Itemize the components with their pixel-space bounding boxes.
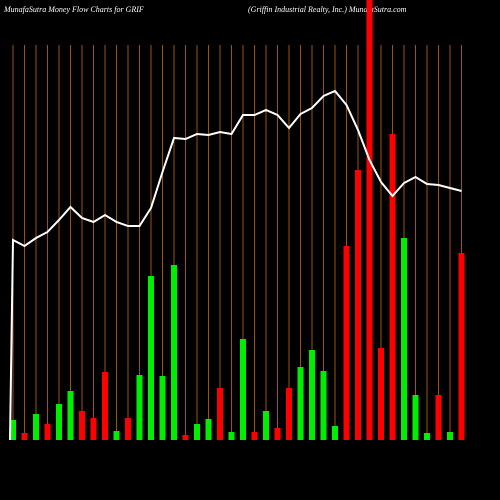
bar [378, 348, 384, 440]
money-flow-line [9, 89, 462, 441]
bar [309, 350, 315, 440]
bar [10, 420, 16, 440]
bar [21, 433, 28, 440]
bar [148, 276, 154, 440]
bar [217, 388, 223, 440]
bar [240, 339, 246, 440]
bar [424, 433, 430, 440]
bar [228, 432, 235, 440]
bar [90, 418, 97, 440]
bar [79, 411, 85, 440]
bar [355, 170, 361, 440]
bar [33, 414, 39, 440]
bar [263, 411, 269, 440]
bar [136, 375, 143, 440]
bar [159, 376, 166, 440]
bar [286, 388, 292, 440]
bar [412, 395, 419, 440]
bar [205, 419, 212, 440]
bar [171, 265, 177, 440]
bar [251, 432, 258, 440]
bar [274, 428, 281, 440]
bar [320, 371, 327, 440]
bar [182, 435, 189, 440]
bar [447, 432, 453, 440]
bar [125, 418, 131, 440]
bar [458, 253, 465, 440]
chart-subtitle: (Griffin Industrial Realty, Inc.) Munafa… [248, 5, 407, 14]
bar [44, 424, 51, 440]
chart-title: MunafaSutra Money Flow Charts for GRIF [3, 5, 144, 14]
bar [332, 426, 338, 440]
bar [435, 395, 442, 440]
bar [297, 367, 304, 440]
bar [366, 0, 373, 440]
bar [389, 134, 396, 440]
bar [113, 431, 120, 440]
bar [194, 424, 200, 440]
bar [67, 391, 74, 440]
bar [102, 372, 108, 440]
bar [56, 404, 62, 440]
bar [343, 246, 350, 440]
bar [401, 238, 407, 440]
